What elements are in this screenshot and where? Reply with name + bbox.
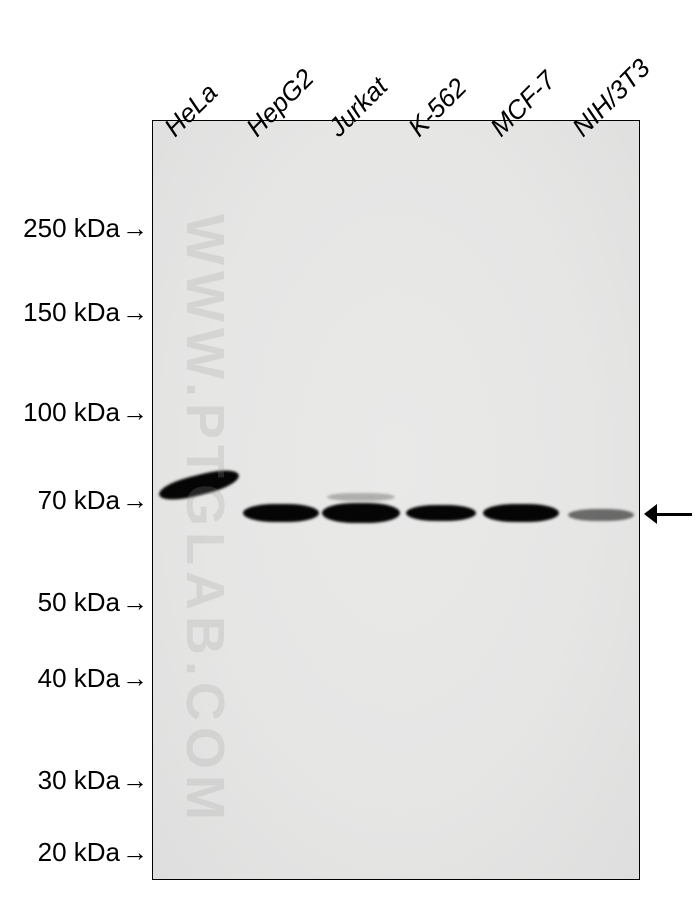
mw-marker-text: 30 kDa [38, 765, 120, 795]
mw-marker-text: 20 kDa [38, 837, 120, 867]
mw-marker-text: 50 kDa [38, 587, 120, 617]
protein-band [327, 493, 395, 501]
mw-marker-text: 40 kDa [38, 663, 120, 693]
protein-band [568, 509, 634, 521]
arrow-right-icon: → [122, 837, 148, 868]
protein-band [243, 504, 319, 522]
mw-marker-label: 30 kDa→ [38, 765, 148, 796]
mw-marker-text: 150 kDa [23, 297, 120, 327]
western-blot-figure: HeLaHepG2JurkatK-562MCF-7NIH/3T3 250 kDa… [0, 0, 700, 903]
mw-marker-label: 70 kDa→ [38, 485, 148, 516]
mw-marker-label: 40 kDa→ [38, 663, 148, 694]
arrow-head-icon [644, 504, 657, 524]
arrow-right-icon: → [122, 663, 148, 694]
mw-marker-text: 100 kDa [23, 397, 120, 427]
mw-marker-label: 250 kDa→ [23, 213, 148, 244]
blot-background [153, 121, 639, 879]
mw-marker-text: 250 kDa [23, 213, 120, 243]
protein-band [483, 504, 559, 522]
mw-marker-label: 50 kDa→ [38, 587, 148, 618]
arrow-right-icon: → [122, 485, 148, 516]
blot-membrane [152, 120, 640, 880]
protein-band [322, 503, 400, 523]
mw-marker-label: 20 kDa→ [38, 837, 148, 868]
arrow-right-icon: → [122, 297, 148, 328]
mw-marker-label: 150 kDa→ [23, 297, 148, 328]
protein-band [406, 505, 476, 521]
arrow-right-icon: → [122, 213, 148, 244]
mw-marker-label: 100 kDa→ [23, 397, 148, 428]
mw-marker-text: 70 kDa [38, 485, 120, 515]
arrow-shaft [656, 513, 692, 516]
target-band-arrow [644, 504, 692, 524]
arrow-right-icon: → [122, 397, 148, 428]
arrow-right-icon: → [122, 587, 148, 618]
arrow-right-icon: → [122, 765, 148, 796]
